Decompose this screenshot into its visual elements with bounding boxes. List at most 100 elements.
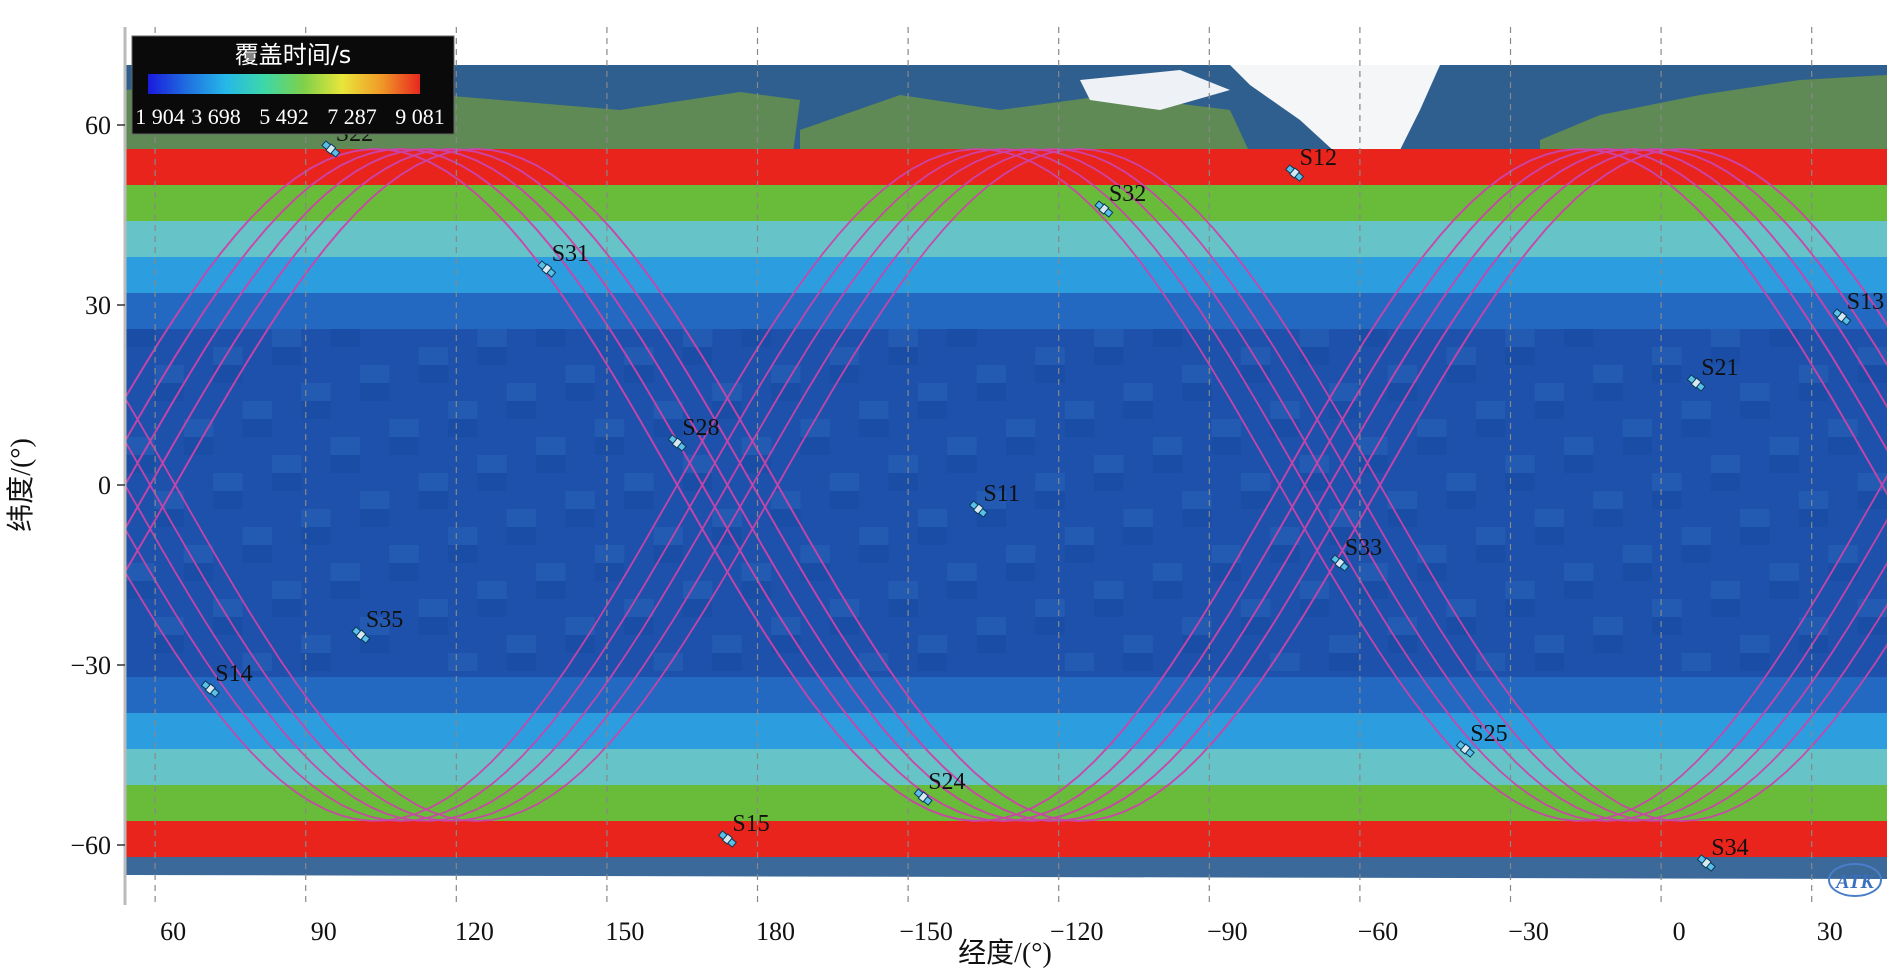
coverage-cell [624, 347, 654, 365]
coverage-cell [800, 563, 830, 581]
coverage-cell [1740, 527, 1770, 545]
coverage-cell [976, 491, 1006, 509]
coverage-cell [418, 617, 449, 635]
satellite-label: S12 [1300, 145, 1337, 171]
coverage-cell [418, 599, 449, 617]
coverage-cell [1563, 329, 1594, 347]
coverage-cell [1593, 509, 1623, 527]
satellite-s13[interactable]: S13 [1832, 289, 1884, 326]
colorbar-strip [148, 74, 420, 94]
coverage-cell [125, 455, 155, 473]
coverage-cell [1446, 473, 1476, 491]
colorbar-tick-label: 9 081 [395, 104, 445, 129]
coverage-cell [594, 563, 625, 581]
coverage-cell [1857, 491, 1887, 509]
coverage-cell [1563, 455, 1594, 473]
coverage-cell [213, 491, 243, 509]
satellite-body [917, 791, 929, 803]
coverage-cell [536, 329, 566, 347]
coverage-cell [1211, 437, 1241, 455]
satellite-s25[interactable]: S25 [1455, 721, 1508, 758]
coverage-cell [1417, 419, 1447, 437]
coverage-cell [418, 491, 449, 509]
coverage-bands [125, 149, 1887, 857]
coverage-cell [1064, 545, 1095, 563]
coverage-cell [359, 365, 390, 383]
orbit-track [125, 148, 1887, 822]
satellite-body [541, 263, 553, 275]
coverage-cell [1857, 617, 1887, 635]
y-tick-label: 0 [98, 471, 111, 500]
coverage-cell [1064, 419, 1095, 437]
satellite-s31[interactable]: S31 [537, 241, 589, 278]
coverage-cell [1387, 635, 1418, 653]
colorbar-legend: 覆盖时间/s 1 904 3 698 5 492 7 287 9 081 [131, 35, 455, 135]
coverage-cell [1798, 509, 1829, 527]
coverage-cell [330, 563, 360, 581]
coverage-cell [1094, 455, 1124, 473]
satellite-s34[interactable]: S34 [1696, 835, 1749, 872]
coverage-cell [888, 347, 918, 365]
colorbar-tick-label: 3 698 [191, 104, 241, 129]
coverage-cell [565, 635, 595, 653]
coverage-cell [565, 383, 595, 401]
coverage-cell [829, 365, 860, 383]
coverage-cell [271, 455, 302, 473]
coverage-cell [242, 545, 272, 563]
coverage-cell [506, 401, 537, 419]
satellite-s35[interactable]: S35 [351, 607, 403, 644]
satellite-s15[interactable]: S15 [717, 811, 770, 848]
coverage-cell [1329, 653, 1359, 671]
coverage-cell [1299, 599, 1330, 617]
coverage-cell [1652, 599, 1682, 617]
coverage-cell [183, 563, 214, 581]
satellite-label: S28 [682, 415, 719, 441]
coverage-cell [1828, 563, 1858, 581]
coverage-cell [448, 527, 478, 545]
coverage-cell [917, 509, 948, 527]
coverage-cell [213, 347, 243, 365]
satellite-s24[interactable]: S24 [913, 769, 966, 806]
coverage-cell [1740, 401, 1770, 419]
coverage-cell [829, 347, 860, 365]
coverage-cell [1769, 563, 1799, 581]
x-tick-label: 60 [160, 917, 186, 946]
coverage-cell [1563, 581, 1594, 599]
satellite-s33[interactable]: S33 [1330, 535, 1382, 572]
satellite-s11[interactable]: S11 [968, 481, 1020, 518]
satellite-s21[interactable]: S21 [1686, 355, 1739, 392]
satellite-s12[interactable]: S12 [1285, 145, 1337, 182]
y-tick-label: 60 [85, 111, 111, 140]
x-axis-title: 经度/(°) [958, 937, 1052, 969]
coverage-cell [1622, 563, 1653, 581]
coverage-cell [1240, 617, 1271, 635]
coverage-cell [1534, 635, 1564, 653]
x-tick-label: −120 [1050, 917, 1104, 946]
coverage-cell [829, 617, 860, 635]
satellite-s28[interactable]: S28 [667, 415, 720, 452]
x-tick-label: −60 [1358, 917, 1399, 946]
coverage-cell [1475, 419, 1506, 437]
coverage-cell [1740, 383, 1770, 401]
coverage-cell [888, 599, 918, 617]
satellite-body [671, 437, 683, 449]
coverage-cell [1593, 491, 1623, 509]
atk-logo-text: ATK [1834, 871, 1875, 893]
satellite-label: S33 [1345, 535, 1382, 561]
coverage-cell [1534, 383, 1564, 401]
coverage-cell [242, 527, 272, 545]
coverage-cell [1006, 545, 1036, 563]
coverage-cell [1593, 617, 1623, 635]
coverage-cell [506, 509, 537, 527]
coverage-cell [859, 419, 889, 437]
coverage-cell [1622, 437, 1653, 455]
coverage-cell [917, 401, 948, 419]
coverage-cell [1358, 581, 1388, 599]
satellite-s14[interactable]: S14 [200, 661, 253, 698]
satellite-s32[interactable]: S32 [1094, 181, 1146, 218]
coverage-cell [1593, 635, 1623, 653]
coverage-cell [536, 455, 566, 473]
coverage-cell [1211, 563, 1241, 581]
coverage-cell [800, 437, 830, 455]
coverage-cell [947, 329, 977, 347]
